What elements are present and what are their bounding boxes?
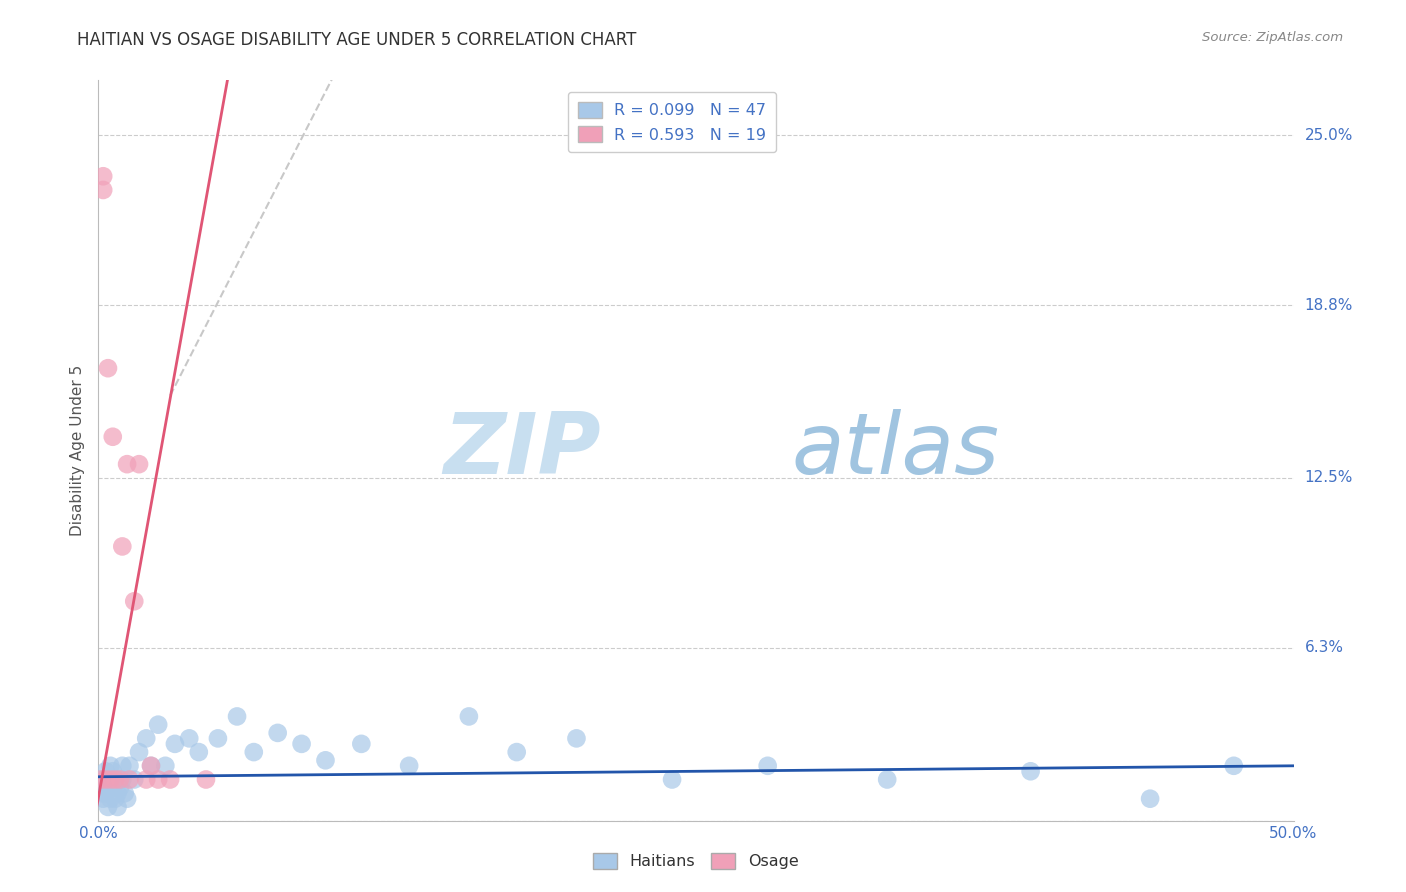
- Point: [94, 786, 117, 800]
- Point: [111, 772, 134, 787]
- Legend: Haitians, Osage: Haitians, Osage: [586, 847, 806, 876]
- Point: [876, 772, 898, 787]
- Point: [506, 745, 529, 759]
- Text: 6.3%: 6.3%: [1305, 640, 1344, 656]
- Point: [135, 731, 157, 746]
- Point: [104, 772, 127, 787]
- Point: [91, 183, 114, 197]
- Point: [97, 361, 120, 376]
- Point: [226, 709, 249, 723]
- Point: [90, 772, 112, 787]
- Point: [756, 759, 779, 773]
- Point: [124, 772, 146, 787]
- Point: [90, 786, 112, 800]
- Point: [107, 786, 129, 800]
- Point: [98, 772, 122, 787]
- Point: [155, 759, 177, 773]
- Text: ZIP: ZIP: [443, 409, 600, 492]
- Point: [148, 772, 170, 787]
- Text: atlas: atlas: [792, 409, 1000, 492]
- Point: [163, 737, 186, 751]
- Point: [128, 457, 150, 471]
- Point: [139, 759, 162, 773]
- Point: [179, 731, 201, 746]
- Point: [104, 791, 127, 805]
- Point: [565, 731, 588, 746]
- Point: [107, 800, 129, 814]
- Point: [148, 717, 170, 731]
- Point: [104, 772, 127, 787]
- Point: [1019, 764, 1042, 779]
- Point: [159, 772, 181, 787]
- Point: [94, 764, 117, 779]
- Point: [267, 726, 290, 740]
- Point: [108, 780, 131, 795]
- Point: [195, 772, 218, 787]
- Point: [1223, 759, 1246, 773]
- Point: [135, 772, 157, 787]
- Point: [98, 759, 122, 773]
- Point: [315, 753, 337, 767]
- Point: [98, 791, 122, 805]
- Text: 25.0%: 25.0%: [1305, 128, 1353, 143]
- Point: [101, 780, 124, 795]
- Point: [91, 791, 114, 805]
- Point: [187, 745, 209, 759]
- Point: [101, 764, 124, 779]
- Point: [91, 772, 114, 787]
- Text: HAITIAN VS OSAGE DISABILITY AGE UNDER 5 CORRELATION CHART: HAITIAN VS OSAGE DISABILITY AGE UNDER 5 …: [77, 31, 637, 49]
- Point: [350, 737, 373, 751]
- Point: [91, 169, 114, 184]
- Point: [398, 759, 420, 773]
- Point: [243, 745, 266, 759]
- Point: [97, 780, 120, 795]
- Point: [114, 786, 136, 800]
- Point: [97, 800, 120, 814]
- Point: [458, 709, 481, 723]
- Point: [94, 772, 117, 787]
- Point: [128, 745, 150, 759]
- Point: [1139, 791, 1161, 805]
- Y-axis label: Disability Age Under 5: Disability Age Under 5: [70, 365, 86, 536]
- Point: [661, 772, 683, 787]
- Point: [118, 772, 141, 787]
- Point: [111, 759, 134, 773]
- Text: Source: ZipAtlas.com: Source: ZipAtlas.com: [1202, 31, 1343, 45]
- Point: [118, 759, 141, 773]
- Point: [139, 759, 162, 773]
- Point: [115, 457, 138, 471]
- Point: [108, 772, 131, 787]
- Point: [111, 540, 134, 554]
- Point: [291, 737, 314, 751]
- Text: 12.5%: 12.5%: [1305, 470, 1353, 485]
- Point: [124, 594, 146, 608]
- Point: [101, 430, 124, 444]
- Text: 18.8%: 18.8%: [1305, 298, 1353, 312]
- Point: [115, 791, 138, 805]
- Point: [207, 731, 229, 746]
